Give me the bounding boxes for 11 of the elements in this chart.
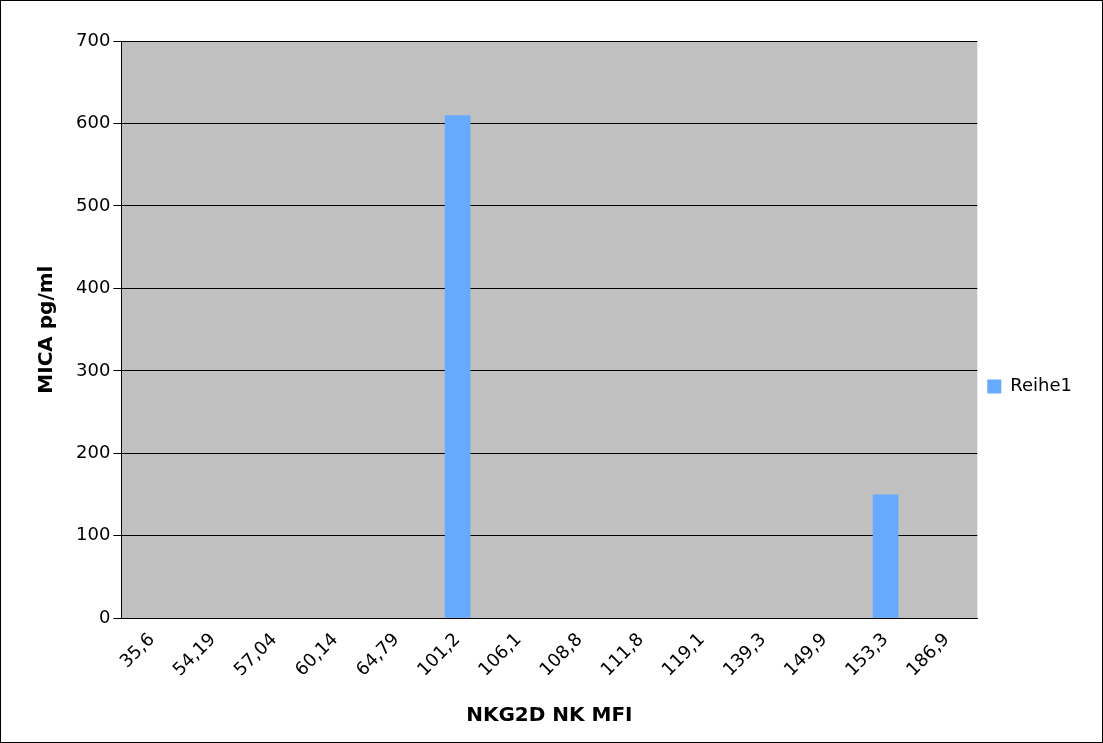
y-axis-title: MICA pg/ml [33,265,58,394]
y-tick-label: 600 [76,111,111,133]
y-tick-label: 700 [76,28,111,50]
y-tick-label: 500 [76,193,111,215]
y-tick-label: 400 [76,276,111,298]
y-tick-label: 0 [98,605,111,627]
x-axis-title: NKG2D NK MFI [466,702,633,727]
y-tick-label: 300 [76,358,111,380]
y-tick-label: 100 [76,523,111,545]
y-tick-label: 200 [76,441,111,463]
legend-label: Reihe1 [1010,374,1073,396]
